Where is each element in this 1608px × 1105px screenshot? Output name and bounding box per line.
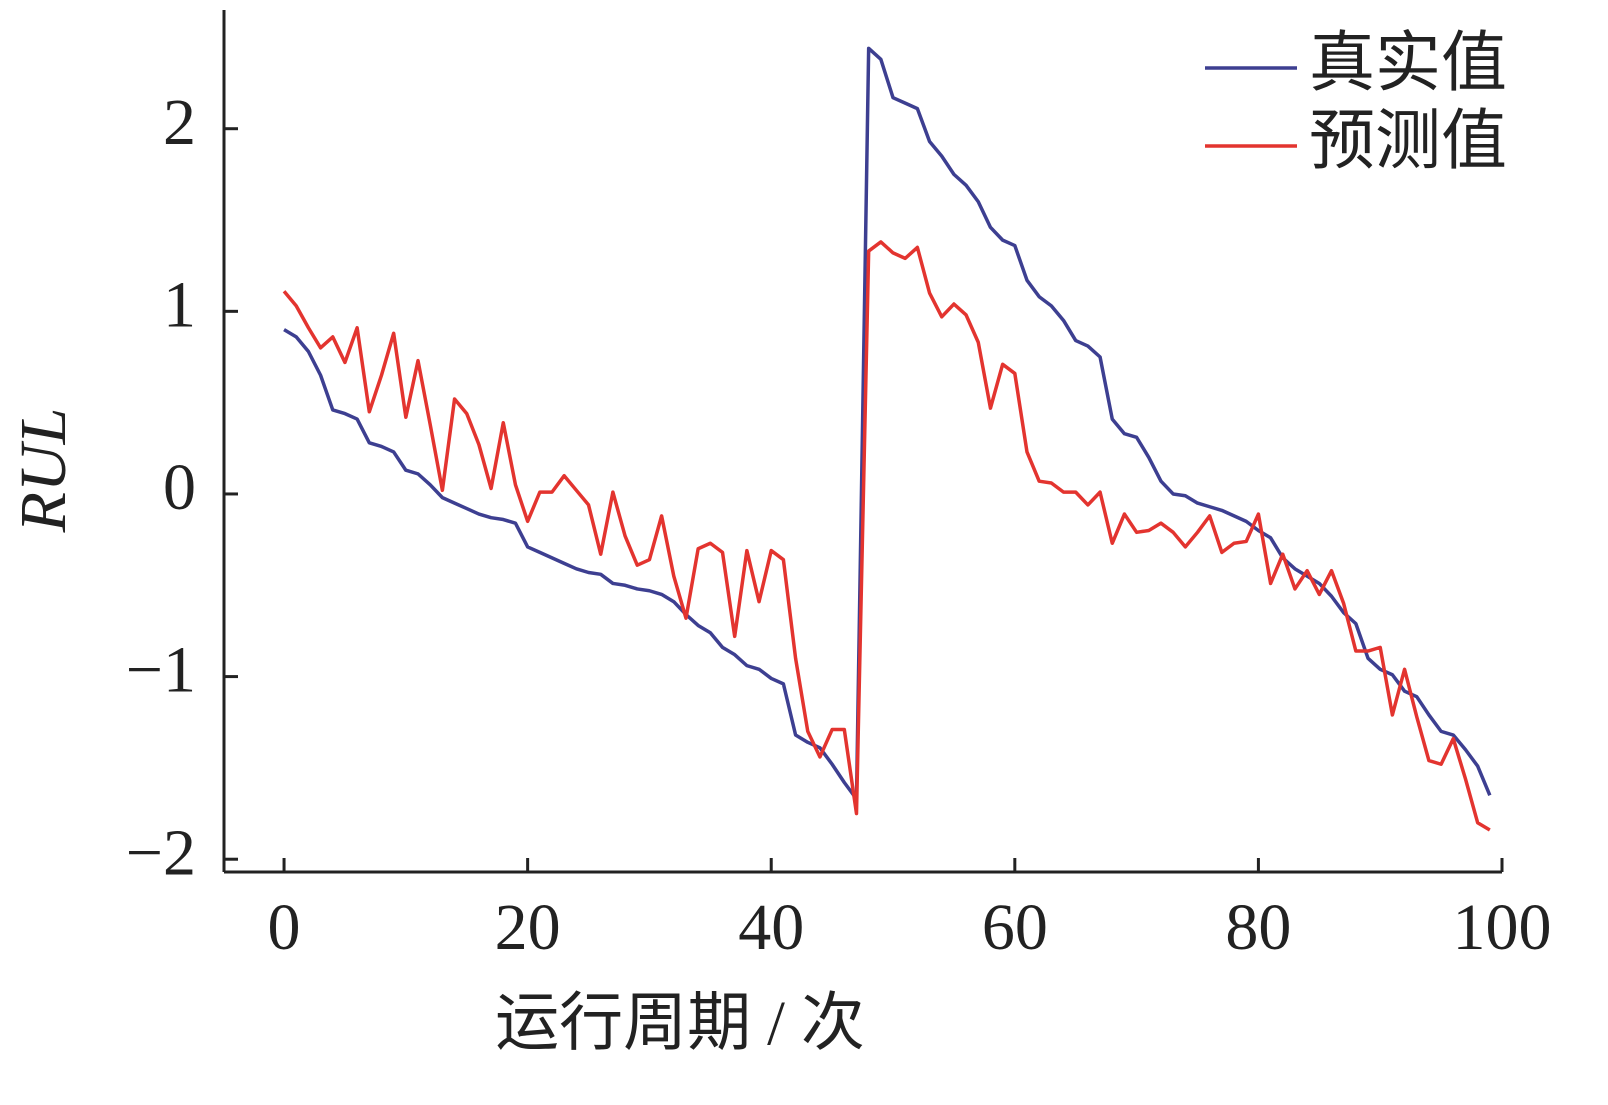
y-tick-label: −2 — [126, 816, 196, 889]
line-series — [283, 46, 1492, 801]
x-tick-label: 0 — [268, 891, 301, 964]
line-series — [282, 240, 1491, 832]
x-tick-label: 60 — [982, 891, 1048, 964]
x-tick-label: 100 — [1453, 891, 1552, 964]
y-tick-label: 0 — [163, 451, 196, 524]
x-tick-label: 20 — [495, 891, 561, 964]
y-axis-label: RUL — [7, 408, 80, 534]
x-tick-label: 80 — [1225, 891, 1291, 964]
x-tick-label: 40 — [738, 891, 804, 964]
y-tick-label: 2 — [163, 86, 196, 159]
legend-label: 预测值 — [1309, 105, 1507, 178]
x-axis-label: 运行周期 / 次 — [495, 988, 865, 1059]
y-tick-label: 1 — [163, 268, 196, 341]
y-tick-label: −1 — [126, 634, 196, 707]
legend-label: 真实值 — [1309, 27, 1507, 100]
